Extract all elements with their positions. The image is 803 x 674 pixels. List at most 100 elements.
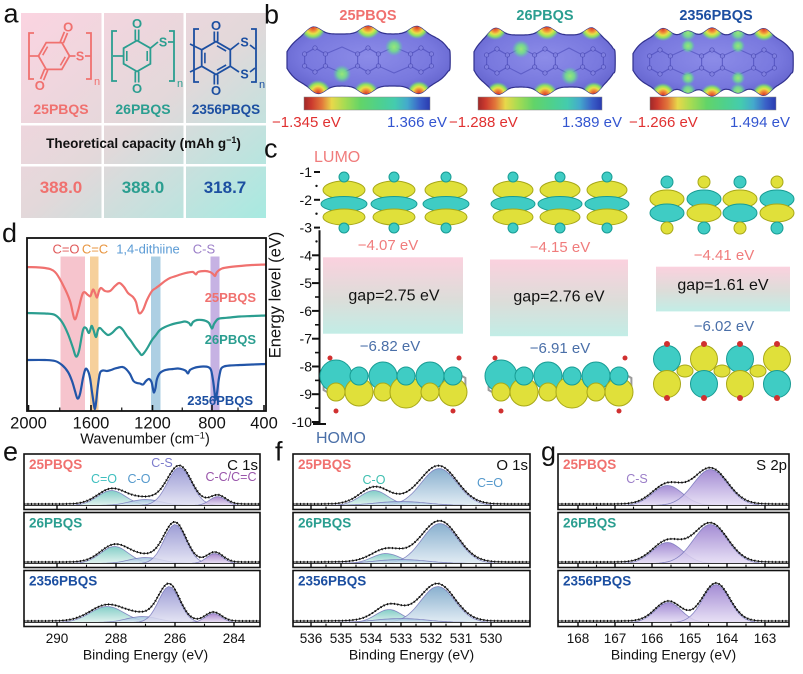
svg-text:−6.91 eV: −6.91 eV: [530, 340, 590, 357]
svg-text:O: O: [63, 20, 73, 35]
svg-text:Wavenumber (cm−1): Wavenumber (cm−1): [80, 430, 210, 448]
svg-text:g: g: [541, 437, 556, 467]
svg-text:2356PBQS: 2356PBQS: [679, 8, 753, 24]
svg-text:530: 530: [480, 631, 503, 646]
svg-text:166: 166: [641, 631, 664, 646]
svg-text:-6: -6: [300, 303, 313, 319]
svg-text:C-S: C-S: [151, 456, 173, 470]
svg-text:n: n: [177, 78, 183, 90]
svg-text:-5: -5: [300, 275, 313, 291]
svg-text:-4: -4: [300, 247, 313, 263]
svg-text:25PBQS: 25PBQS: [339, 8, 397, 24]
svg-text:C-C/C=C: C-C/C=C: [205, 470, 256, 484]
svg-text:d: d: [2, 218, 17, 248]
svg-text:Binding Energy (eV): Binding Energy (eV): [83, 647, 208, 663]
svg-text:O: O: [211, 83, 221, 98]
svg-text:C=O: C=O: [91, 472, 117, 486]
svg-text:n: n: [94, 76, 100, 88]
svg-text:1.494 eV: 1.494 eV: [730, 114, 790, 131]
svg-text:C-O: C-O: [363, 473, 386, 487]
svg-text:gap=2.75 eV: gap=2.75 eV: [348, 288, 440, 305]
svg-text:-2: -2: [300, 192, 313, 208]
svg-text:1200: 1200: [134, 415, 171, 433]
svg-text:-1: -1: [300, 164, 313, 180]
svg-text:284: 284: [223, 631, 246, 646]
svg-text:288: 288: [105, 631, 128, 646]
svg-text:C 1s: C 1s: [227, 457, 258, 474]
svg-text:26PBQS: 26PBQS: [205, 332, 257, 347]
svg-text:531: 531: [450, 631, 473, 646]
svg-text:-3: -3: [300, 220, 313, 236]
svg-text:25PBQS: 25PBQS: [33, 101, 88, 117]
svg-text:−1.345 eV: −1.345 eV: [272, 114, 341, 131]
svg-text:25PBQS: 25PBQS: [563, 457, 616, 472]
svg-text:1.366 eV: 1.366 eV: [387, 114, 447, 131]
svg-text:25PBQS: 25PBQS: [29, 457, 82, 472]
svg-text:165: 165: [679, 631, 702, 646]
svg-text:c: c: [264, 134, 278, 164]
svg-text:2356PBQS: 2356PBQS: [192, 102, 260, 117]
svg-text:532: 532: [420, 631, 443, 646]
svg-text:2000: 2000: [10, 415, 47, 433]
svg-text:25PBQS: 25PBQS: [298, 457, 351, 472]
svg-text:O 1s: O 1s: [496, 457, 528, 474]
svg-text:−6.02 eV: −6.02 eV: [694, 318, 754, 335]
svg-text:534: 534: [360, 631, 383, 646]
svg-text:533: 533: [390, 631, 413, 646]
svg-text:O: O: [35, 78, 45, 93]
svg-text:C=O: C=O: [52, 242, 79, 257]
svg-text:S: S: [76, 50, 84, 64]
svg-text:−1.266 eV: −1.266 eV: [629, 114, 698, 131]
svg-text:388.0: 388.0: [122, 178, 165, 197]
svg-text:S: S: [240, 36, 248, 50]
svg-text:2356PBQS: 2356PBQS: [563, 574, 631, 589]
svg-text:-9: -9: [300, 386, 313, 402]
svg-text:-8: -8: [300, 358, 313, 374]
svg-text:1,4-dithiine: 1,4-dithiine: [116, 242, 180, 257]
svg-text:168: 168: [567, 631, 590, 646]
svg-text:2356PBQS: 2356PBQS: [187, 393, 253, 408]
svg-text:HOMO: HOMO: [316, 430, 366, 447]
svg-text:LUMO: LUMO: [314, 149, 360, 166]
svg-text:S 2p: S 2p: [756, 457, 787, 474]
svg-text:O: O: [132, 81, 142, 96]
svg-text:2356PBQS: 2356PBQS: [298, 574, 366, 589]
svg-text:-10: -10: [292, 414, 312, 430]
svg-text:167: 167: [604, 631, 627, 646]
svg-text:gap=1.61 eV: gap=1.61 eV: [677, 277, 769, 294]
svg-text:a: a: [4, 0, 20, 29]
svg-text:S: S: [240, 68, 248, 82]
svg-text:25PBQS: 25PBQS: [205, 290, 257, 305]
svg-text:286: 286: [164, 631, 187, 646]
svg-text:C=C: C=C: [82, 242, 108, 257]
svg-text:Energy level (eV): Energy level (eV): [267, 232, 285, 359]
svg-text:1.389 eV: 1.389 eV: [562, 114, 622, 131]
svg-text:O: O: [211, 18, 221, 33]
svg-text:−1.288 eV: −1.288 eV: [449, 114, 518, 131]
svg-text:26PBQS: 26PBQS: [298, 516, 351, 531]
svg-text:C=O: C=O: [477, 476, 503, 490]
svg-text:290: 290: [46, 631, 69, 646]
svg-text:318.7: 318.7: [204, 178, 247, 197]
svg-text:Theoretical capacity (mAh g−1): Theoretical capacity (mAh g−1): [46, 135, 241, 151]
svg-text:2356PBQS: 2356PBQS: [29, 574, 97, 589]
svg-text:S: S: [159, 36, 167, 50]
svg-text:-7: -7: [300, 331, 313, 347]
svg-text:f: f: [275, 437, 283, 467]
svg-text:535: 535: [330, 631, 353, 646]
svg-text:O: O: [132, 16, 142, 31]
svg-text:C-S: C-S: [626, 472, 648, 486]
svg-text:Binding Energy (eV): Binding Energy (eV): [349, 647, 474, 663]
svg-text:26PBQS: 26PBQS: [115, 101, 170, 117]
svg-text:−4.41 eV: −4.41 eV: [694, 247, 754, 264]
svg-text:26PBQS: 26PBQS: [516, 8, 574, 24]
svg-text:−6.82 eV: −6.82 eV: [360, 338, 420, 355]
svg-text:b: b: [264, 0, 279, 30]
svg-text:164: 164: [716, 631, 739, 646]
svg-text:e: e: [3, 437, 18, 467]
svg-text:n: n: [259, 79, 265, 91]
svg-text:26PBQS: 26PBQS: [563, 516, 616, 531]
svg-text:C-O: C-O: [128, 472, 151, 486]
svg-text:Binding Energy (eV): Binding Energy (eV): [611, 647, 736, 663]
svg-text:800: 800: [198, 415, 226, 433]
